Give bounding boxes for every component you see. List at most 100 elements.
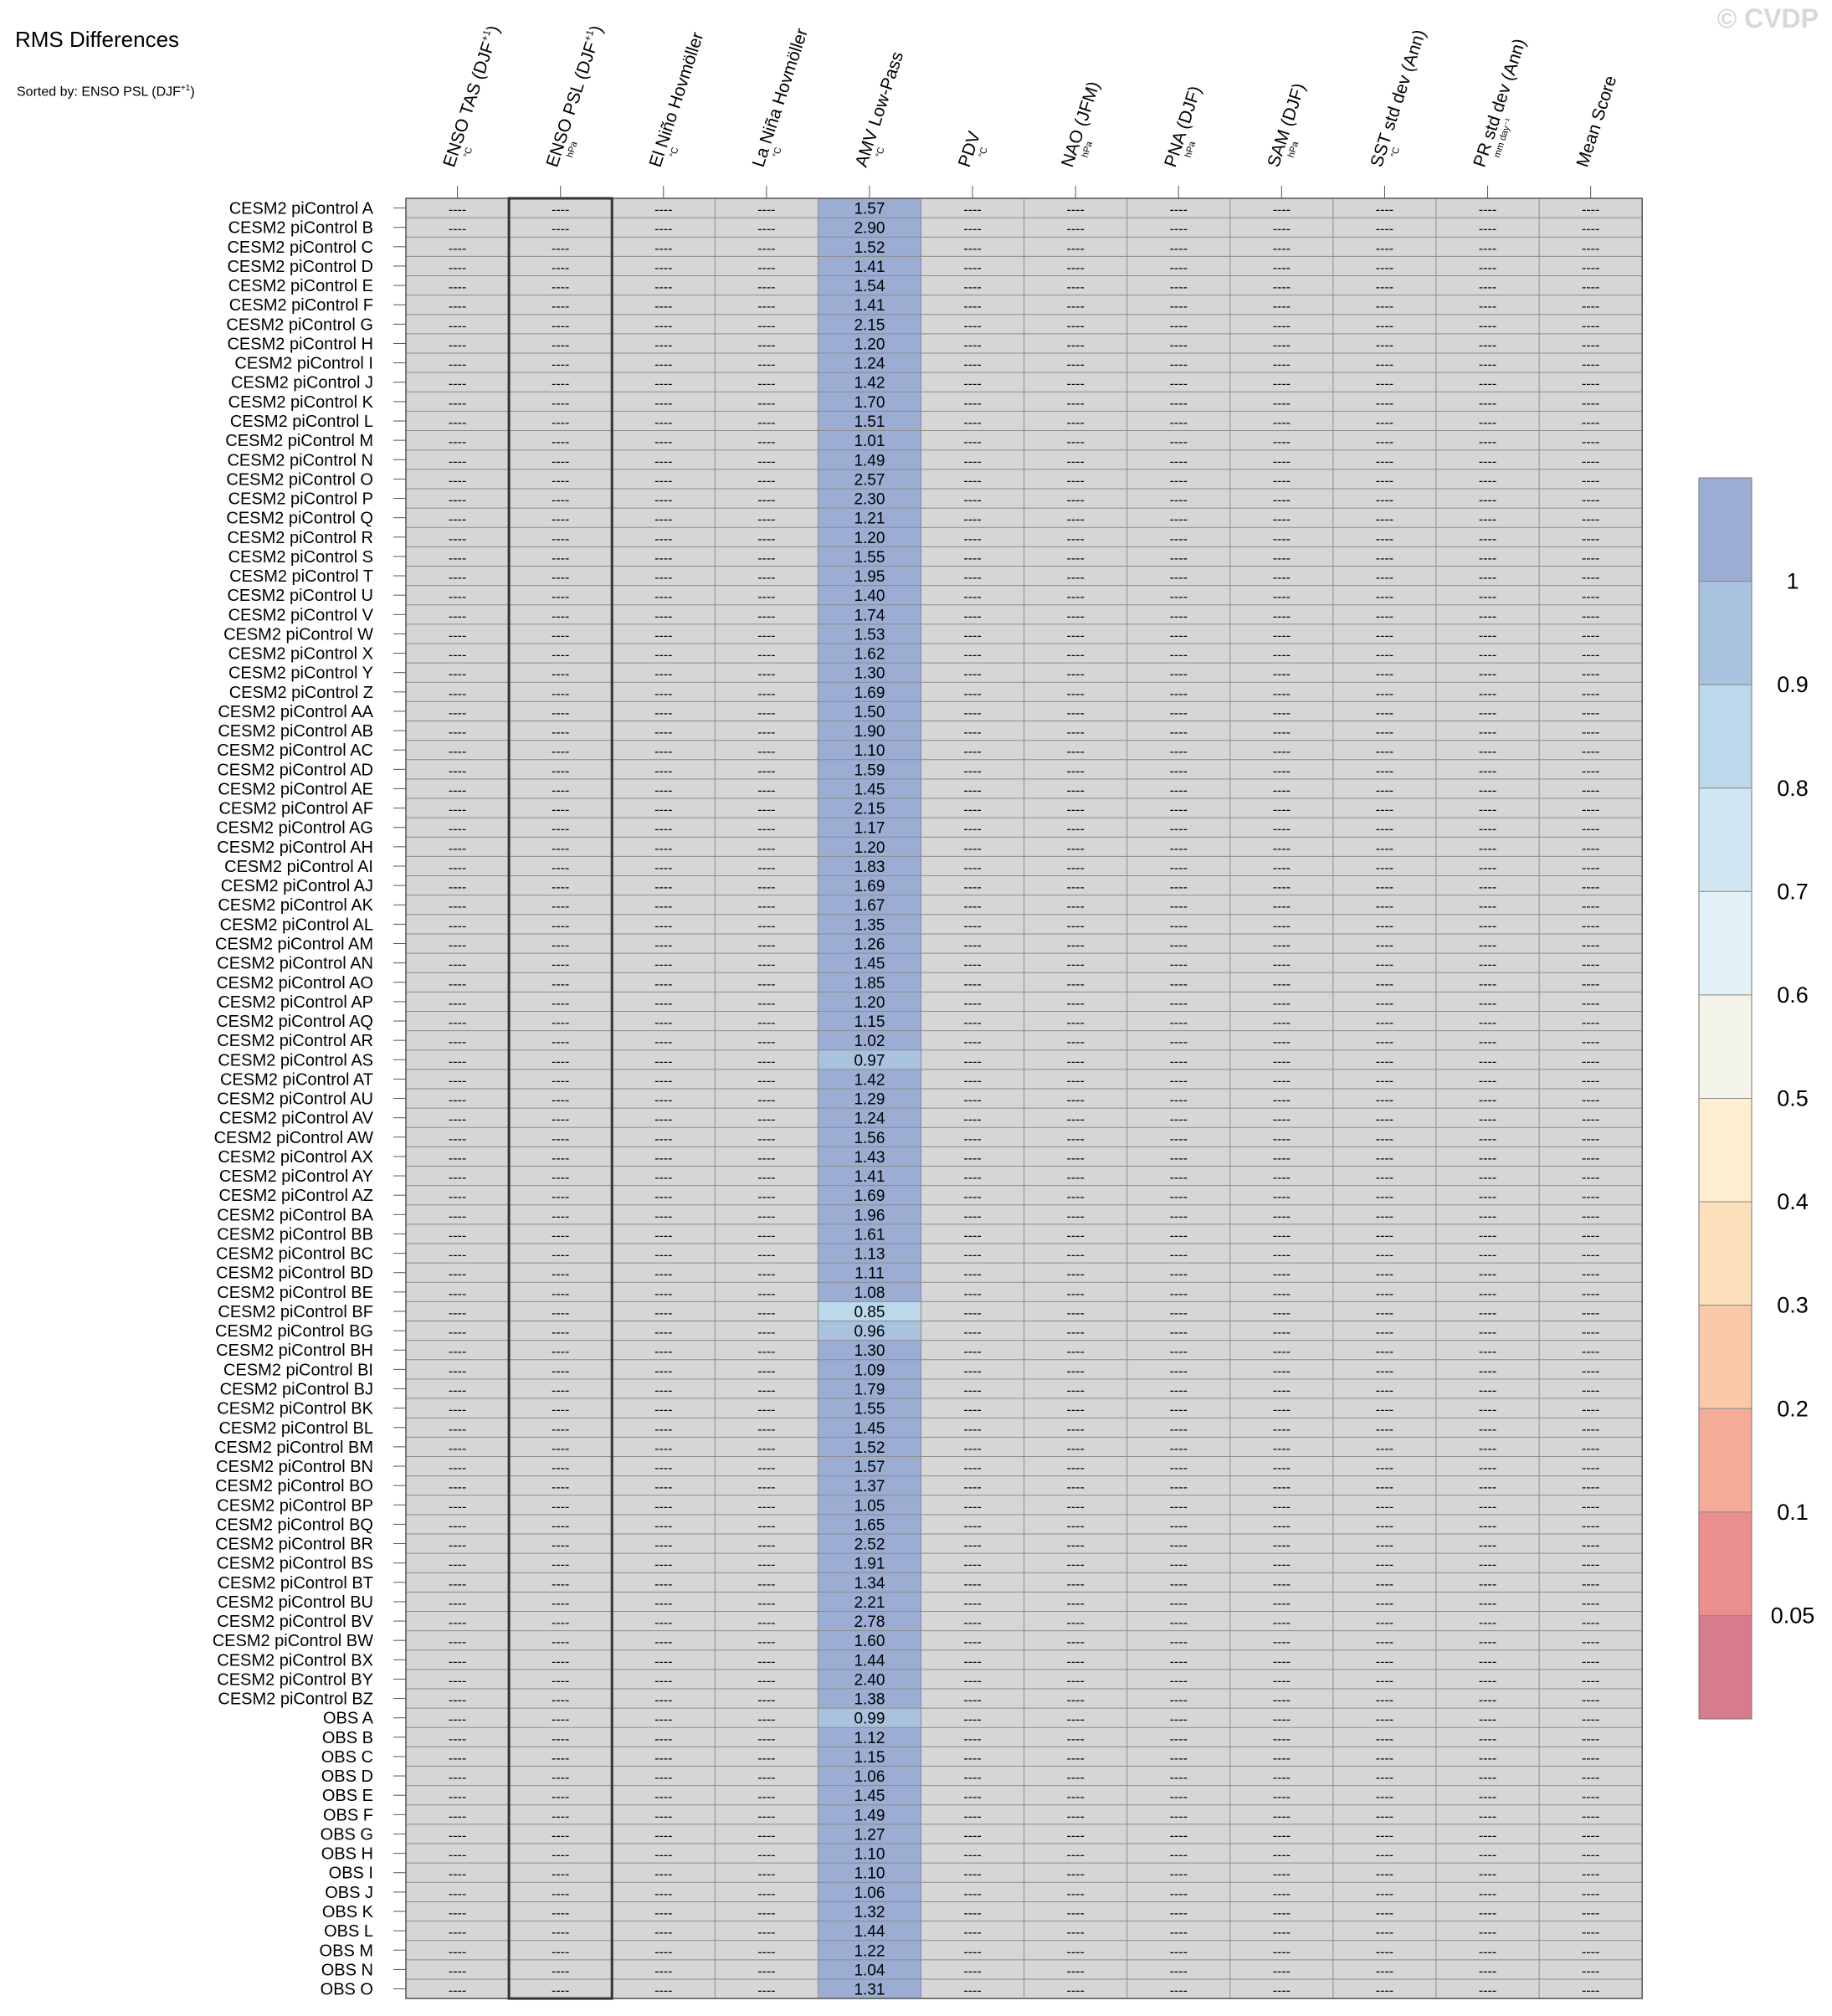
- cell-value: 1.56: [854, 1130, 885, 1147]
- cell-value: ----: [1170, 609, 1188, 623]
- cell-value: ----: [1273, 1887, 1291, 1901]
- cell-value: ----: [654, 1887, 672, 1901]
- cell-value: ----: [1376, 900, 1393, 914]
- cell-value: ----: [654, 435, 672, 449]
- cell-value: ----: [963, 1054, 981, 1069]
- cell-value: ----: [1066, 1480, 1084, 1495]
- cell-value: ----: [1376, 783, 1393, 798]
- row-label: CESM2 piControl AZ: [218, 1187, 373, 1205]
- cell-value: ----: [757, 1519, 775, 1533]
- cell-value: ----: [1582, 687, 1599, 701]
- cell-value: ----: [1582, 1113, 1599, 1127]
- cell-value: ----: [552, 668, 569, 682]
- cell-value: ----: [552, 397, 569, 411]
- cell-value: ----: [1170, 1035, 1188, 1049]
- cell-value: ----: [1479, 1442, 1496, 1456]
- cell-value: ----: [1273, 1132, 1291, 1147]
- cell-value: ----: [757, 1500, 775, 1514]
- cell-value: ----: [654, 513, 672, 527]
- cell-value: ----: [1479, 397, 1496, 411]
- cell-value: ----: [963, 1306, 981, 1321]
- cell-value: ----: [1170, 1790, 1188, 1804]
- cell-value: ----: [1479, 783, 1496, 798]
- cell-value: 1.79: [854, 1381, 885, 1398]
- cell-value: ----: [1479, 1906, 1496, 1921]
- cell-value: ----: [1273, 1732, 1291, 1747]
- cell-value: ----: [654, 1771, 672, 1785]
- cell-value: ----: [1479, 454, 1496, 469]
- cell-value: ----: [1479, 494, 1496, 508]
- cell-value: ----: [757, 1268, 775, 1282]
- row-label: CESM2 piControl U: [227, 587, 373, 605]
- cell-value: ----: [1376, 358, 1393, 372]
- cell: [818, 856, 921, 876]
- row-label: OBS I: [329, 1865, 373, 1883]
- cell-value: ----: [552, 1868, 569, 1882]
- cell-value: ----: [963, 1383, 981, 1398]
- cell-value: ----: [1479, 1229, 1496, 1243]
- cell-value: ----: [654, 823, 672, 837]
- cell-value: ----: [449, 687, 466, 701]
- cell-value: ----: [654, 1132, 672, 1147]
- cell-value: ----: [1376, 1674, 1393, 1688]
- cell: [818, 1940, 921, 1960]
- row-label: CESM2 piControl W: [223, 625, 373, 644]
- cell-value: ----: [654, 280, 672, 295]
- cell-value: ----: [1273, 880, 1291, 895]
- cell-value: ----: [654, 1868, 672, 1882]
- cell-value: ----: [1479, 1829, 1496, 1843]
- cell-value: ----: [757, 1616, 775, 1630]
- cell-value: ----: [449, 435, 466, 449]
- cell-value: 1.42: [854, 1071, 885, 1089]
- cell-value: ----: [757, 319, 775, 333]
- cell-value: ----: [1170, 1403, 1188, 1418]
- column-label: La Niña Hovmöller: [749, 26, 812, 169]
- cell-value: ----: [757, 1597, 775, 1611]
- cell-value: ----: [963, 823, 981, 837]
- cell-value: ----: [1376, 223, 1393, 237]
- cell-value: ----: [1170, 1945, 1188, 1959]
- cell-value: ----: [1479, 1771, 1496, 1785]
- cell-value: ----: [1170, 1461, 1188, 1475]
- cell-value: ----: [1582, 1345, 1599, 1359]
- cell-value: 1.37: [854, 1478, 885, 1495]
- cell-value: ----: [1170, 1054, 1188, 1069]
- cell-value: ----: [654, 1480, 672, 1495]
- cell-value: ----: [1066, 880, 1084, 895]
- cell-value: ----: [1273, 494, 1291, 508]
- cell-value: ----: [449, 1713, 466, 1727]
- cell-value: ----: [1582, 1268, 1599, 1282]
- cell-value: ----: [1170, 1558, 1188, 1572]
- cell-value: ----: [1582, 1868, 1599, 1882]
- cell-value: ----: [552, 1113, 569, 1127]
- cell-value: ----: [1066, 551, 1084, 566]
- cell-value: ----: [1376, 1190, 1393, 1204]
- cell-value: ----: [552, 861, 569, 875]
- cell-value: ----: [1582, 1713, 1599, 1727]
- cell-value: ----: [1582, 1945, 1599, 1959]
- cell-value: ----: [654, 1732, 672, 1747]
- cell-value: 1.10: [854, 1865, 885, 1883]
- cell-value: ----: [1582, 668, 1599, 682]
- cell: [818, 1185, 921, 1205]
- row-label: CESM2 piControl AM: [215, 936, 373, 954]
- cell-value: 1.45: [854, 1420, 885, 1438]
- row-label: CESM2 piControl AW: [214, 1129, 374, 1147]
- cell-value: ----: [1582, 1558, 1599, 1572]
- cell-value: ----: [1273, 1054, 1291, 1069]
- cell-value: ----: [1479, 1461, 1496, 1475]
- cell-value: ----: [1066, 668, 1084, 682]
- cell: [818, 1824, 921, 1844]
- cell: [818, 740, 921, 760]
- cell-value: ----: [1170, 628, 1188, 643]
- cell: [818, 663, 921, 683]
- row-label: OBS D: [321, 1767, 373, 1786]
- cell-value: ----: [1273, 1229, 1291, 1243]
- chart-title: RMS Differences: [15, 27, 180, 52]
- cell-value: ----: [757, 1713, 775, 1727]
- cell-value: 1.32: [854, 1904, 885, 1921]
- cell-value: ----: [757, 803, 775, 818]
- cell-value: ----: [654, 1345, 672, 1359]
- cell-value: ----: [1273, 1945, 1291, 1959]
- cell-value: ----: [552, 1790, 569, 1804]
